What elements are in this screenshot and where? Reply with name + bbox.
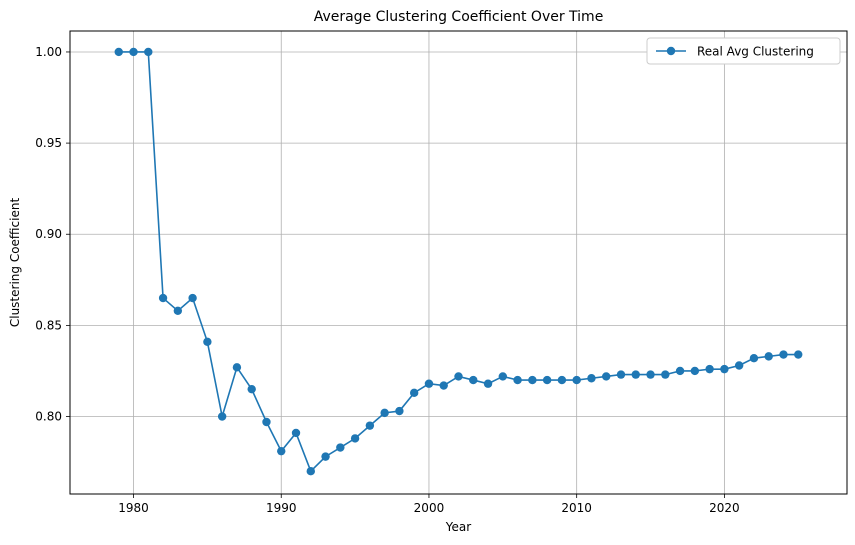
data-point <box>705 364 714 374</box>
data-point <box>734 361 744 370</box>
data-point <box>336 443 345 452</box>
data-point <box>144 47 153 57</box>
data-point <box>454 372 463 381</box>
data-point <box>794 350 803 359</box>
data-point <box>690 366 700 376</box>
y-tick-label: 0.90 <box>35 227 62 241</box>
data-point <box>498 372 508 381</box>
plot-area-frame <box>69 30 848 495</box>
x-axis-label: Year <box>445 520 471 534</box>
data-point <box>365 421 375 430</box>
data-point <box>779 350 788 359</box>
data-point <box>424 379 434 388</box>
legend-label: Real Avg Clustering <box>697 45 814 59</box>
data-point <box>616 370 626 379</box>
x-tick-label: 1980 <box>118 501 149 515</box>
y-tick-label: 0.80 <box>35 410 62 424</box>
y-tick-label: 1.00 <box>35 45 62 59</box>
x-tick-label: 2020 <box>709 501 740 515</box>
data-point <box>749 353 759 363</box>
data-point <box>188 293 197 303</box>
data-point <box>306 467 315 476</box>
data-point <box>203 337 212 346</box>
data-point <box>262 417 271 427</box>
data-point <box>114 47 123 57</box>
legend: Real Avg Clustering <box>646 37 841 65</box>
data-point <box>631 370 640 379</box>
data-point <box>380 408 389 418</box>
chart-title: Average Clustering Coefficient Over Time <box>314 9 604 25</box>
data-point <box>587 374 596 383</box>
data-point <box>291 428 301 438</box>
data-point <box>572 375 581 385</box>
series-layer <box>114 47 803 476</box>
data-point <box>395 406 404 416</box>
x-tick-label: 2010 <box>561 501 592 515</box>
y-axis-label: Clustering Coefficient <box>8 198 22 328</box>
data-point <box>513 375 522 385</box>
data-point <box>542 375 552 385</box>
data-point <box>232 363 242 372</box>
data-point <box>720 364 729 374</box>
data-point <box>675 366 685 376</box>
x-tick-label: 1990 <box>266 501 297 515</box>
data-point <box>129 47 138 57</box>
data-point <box>646 370 655 379</box>
data-point <box>247 384 256 394</box>
data-point <box>661 370 670 379</box>
y-tick-label: 0.95 <box>35 136 62 150</box>
y-tick-label: 0.85 <box>35 318 62 332</box>
data-point <box>277 446 286 456</box>
data-point <box>439 381 448 390</box>
data-point <box>764 352 773 361</box>
data-point <box>469 375 478 385</box>
data-point <box>158 293 168 303</box>
y-axis: 0.80 0.85 0.90 0.95 1.00 <box>35 45 70 424</box>
data-point <box>173 306 183 316</box>
legend-box <box>646 37 841 65</box>
x-tick-label: 2000 <box>414 501 445 515</box>
legend-point-marker <box>666 46 676 56</box>
data-point <box>350 434 360 443</box>
data-point <box>483 379 493 388</box>
data-point <box>602 372 611 381</box>
x-axis: 1980 1990 2000 2010 2020 <box>118 494 740 515</box>
data-point <box>409 388 419 398</box>
data-point <box>217 412 227 421</box>
data-point <box>321 452 330 461</box>
data-point <box>528 375 537 385</box>
data-point <box>557 375 567 385</box>
